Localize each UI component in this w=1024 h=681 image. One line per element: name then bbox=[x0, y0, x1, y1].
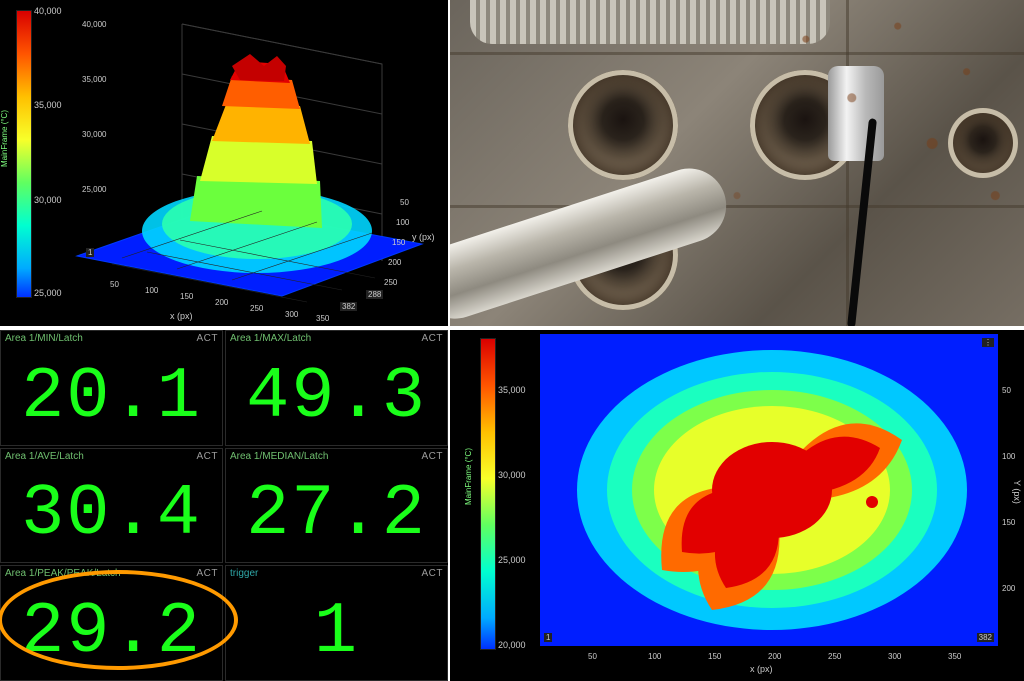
readout-median[interactable]: Area 1/MEDIAN/Latch ACT 27.2 bbox=[225, 448, 448, 564]
readout-act: ACT bbox=[422, 568, 444, 584]
fixture-recess bbox=[948, 108, 1018, 178]
heatmap-canvas: 1 382 ⋮ bbox=[540, 334, 998, 646]
x3d-tick: 150 bbox=[180, 292, 193, 301]
z-tick: 30,000 bbox=[82, 130, 106, 139]
z-tick: 25,000 bbox=[82, 185, 106, 194]
readout-act: ACT bbox=[197, 451, 219, 467]
readout-title: Area 1/PEAK/PEAK/Latch bbox=[5, 568, 121, 584]
colorbar-2d-tick: 20,000 bbox=[498, 640, 526, 650]
sensor-cylinder bbox=[828, 66, 884, 161]
colorbar-3d bbox=[16, 10, 32, 298]
heat-x-tick: 150 bbox=[708, 652, 721, 661]
heat-x-tick: 50 bbox=[588, 652, 597, 661]
heat2d-xmax: 382 bbox=[977, 633, 994, 642]
y3d-tick: 250 bbox=[384, 278, 397, 287]
fixture-knurl bbox=[470, 0, 830, 44]
heat-y-tick: 100 bbox=[1002, 452, 1015, 461]
colorbar-3d-tick: 35,000 bbox=[34, 100, 62, 110]
heat-x-tick: 100 bbox=[648, 652, 661, 661]
colorbar-3d-tick: 25,000 bbox=[34, 288, 62, 298]
readout-value: 1 bbox=[226, 584, 447, 680]
readout-peak[interactable]: Area 1/PEAK/PEAK/Latch ACT 29.2 bbox=[0, 565, 223, 681]
x3d-tick: 300 bbox=[285, 310, 298, 319]
z-tick: 40,000 bbox=[82, 20, 106, 29]
heat-y-tick: 150 bbox=[1002, 518, 1015, 527]
x3d-tick: 250 bbox=[250, 304, 263, 313]
x3d-max: 382 bbox=[340, 302, 357, 311]
heatmap-svg bbox=[540, 334, 998, 646]
plot-2d-heatmap[interactable]: MainFrame (°C) 35,000 30,000 25,000 20,0… bbox=[450, 330, 1024, 681]
heat-y-tick: 200 bbox=[1002, 584, 1015, 593]
heat-x-label: x (px) bbox=[750, 664, 773, 674]
readout-value: 29.2 bbox=[1, 584, 222, 680]
readout-value: 27.2 bbox=[226, 467, 447, 563]
readout-title: Area 1/MAX/Latch bbox=[230, 333, 311, 349]
y3d-tick: 200 bbox=[388, 258, 401, 267]
readout-act: ACT bbox=[197, 333, 219, 349]
colorbar-2d bbox=[480, 338, 496, 650]
y3d-max: 288 bbox=[366, 290, 383, 299]
colorbar-2d-tick: 30,000 bbox=[498, 470, 526, 480]
heat-x-tick: 200 bbox=[768, 652, 781, 661]
surface-3d-svg bbox=[72, 6, 442, 316]
heat-y-tick: 50 bbox=[1002, 386, 1011, 395]
plot3d-marker: 1 bbox=[86, 248, 94, 257]
readout-title: Area 1/MIN/Latch bbox=[5, 333, 83, 349]
readout-act: ACT bbox=[197, 568, 219, 584]
readout-title: trigger bbox=[230, 568, 258, 584]
x3d-tick: 200 bbox=[215, 298, 228, 307]
heat-x-tick: 250 bbox=[828, 652, 841, 661]
readout-act: ACT bbox=[422, 451, 444, 467]
readout-max[interactable]: Area 1/MAX/Latch ACT 49.3 bbox=[225, 330, 448, 446]
readout-act: ACT bbox=[422, 333, 444, 349]
thermal-dashboard: MainFrame (°C) 40,000 35,000 30,000 25,0… bbox=[0, 0, 1024, 681]
z-tick: 35,000 bbox=[82, 75, 106, 84]
heat2d-topright: ⋮ bbox=[982, 338, 994, 347]
y3d-tick: 100 bbox=[396, 218, 409, 227]
fixture-recess bbox=[568, 70, 678, 180]
heat-x-tick: 300 bbox=[888, 652, 901, 661]
x3d-axis-label: x (px) bbox=[170, 311, 193, 321]
camera-feed[interactable] bbox=[450, 0, 1024, 326]
colorbar-2d-tick: 25,000 bbox=[498, 555, 526, 565]
readout-title: Area 1/AVE/Latch bbox=[5, 451, 84, 467]
readout-value: 49.3 bbox=[226, 349, 447, 445]
readout-title: Area 1/MEDIAN/Latch bbox=[230, 451, 328, 467]
colorbar-2d-tick: 35,000 bbox=[498, 385, 526, 395]
y3d-tick: 150 bbox=[392, 238, 405, 247]
readout-min[interactable]: Area 1/MIN/Latch ACT 20.1 bbox=[0, 330, 223, 446]
x3d-tick: 50 bbox=[110, 280, 119, 289]
heat2d-marker: 1 bbox=[544, 633, 552, 642]
readout-value: 20.1 bbox=[1, 349, 222, 445]
y3d-axis-label: y (px) bbox=[412, 232, 435, 242]
x3d-tick: 100 bbox=[145, 286, 158, 295]
x3d-tick: 350 bbox=[316, 314, 329, 323]
plot-3d-surface[interactable]: MainFrame (°C) 40,000 35,000 30,000 25,0… bbox=[0, 0, 448, 326]
readout-ave[interactable]: Area 1/AVE/Latch ACT 30.4 bbox=[0, 448, 223, 564]
y3d-tick: 50 bbox=[400, 198, 409, 207]
readout-grid: Area 1/MIN/Latch ACT 20.1 Area 1/MAX/Latc… bbox=[0, 330, 448, 681]
colorbar-2d-title: MainFrame (°C) bbox=[464, 448, 473, 505]
heat-x-tick: 350 bbox=[948, 652, 961, 661]
colorbar-3d-title: MainFrame (°C) bbox=[0, 110, 9, 167]
readout-value: 30.4 bbox=[1, 467, 222, 563]
colorbar-3d-tick: 40,000 bbox=[34, 6, 62, 16]
readout-trigger[interactable]: trigger ACT 1 bbox=[225, 565, 448, 681]
colorbar-3d-tick: 30,000 bbox=[34, 195, 62, 205]
heat-y-label: Y (px) bbox=[1012, 480, 1022, 504]
